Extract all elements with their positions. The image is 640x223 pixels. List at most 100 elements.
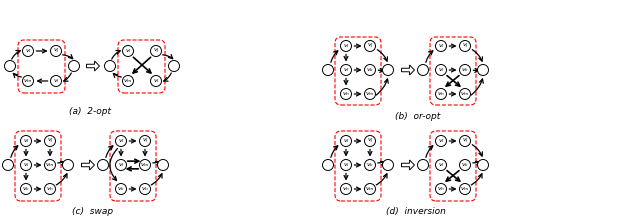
Text: $v_m$: $v_m$ [460, 90, 470, 98]
Text: $v_l$: $v_l$ [152, 77, 159, 85]
Circle shape [97, 159, 109, 171]
Text: (c)  swap: (c) swap [72, 207, 113, 216]
Text: $v_m$: $v_m$ [140, 161, 150, 169]
Text: $v_l$: $v_l$ [438, 161, 444, 169]
Text: $v_m$: $v_m$ [23, 77, 33, 85]
FancyArrow shape [81, 160, 95, 170]
Circle shape [340, 89, 351, 99]
Text: $v_m$: $v_m$ [460, 185, 470, 193]
Circle shape [63, 159, 74, 171]
Circle shape [365, 41, 376, 52]
Circle shape [45, 136, 56, 147]
Text: $v_j$: $v_j$ [367, 136, 374, 146]
Circle shape [460, 159, 470, 171]
Text: $v_n$: $v_n$ [437, 185, 445, 193]
Circle shape [4, 60, 15, 72]
Circle shape [435, 184, 447, 194]
Text: $v_i$: $v_i$ [342, 42, 349, 50]
Text: $v_m$: $v_m$ [365, 90, 375, 98]
Circle shape [104, 60, 115, 72]
Text: $v_m$: $v_m$ [123, 77, 133, 85]
Text: $v_n$: $v_n$ [342, 185, 350, 193]
Text: $v_l$: $v_l$ [22, 161, 29, 169]
Circle shape [150, 76, 161, 87]
Circle shape [20, 159, 31, 171]
Circle shape [460, 41, 470, 52]
Text: (d)  inversion: (d) inversion [386, 207, 446, 216]
Circle shape [115, 184, 127, 194]
Circle shape [340, 136, 351, 147]
Circle shape [51, 45, 61, 56]
Circle shape [340, 64, 351, 76]
Text: $v_i$: $v_i$ [438, 42, 444, 50]
Text: $v_k$: $v_k$ [461, 161, 469, 169]
Circle shape [323, 64, 333, 76]
Circle shape [157, 159, 168, 171]
Circle shape [323, 159, 333, 171]
Text: (b)  or-opt: (b) or-opt [396, 112, 440, 121]
Circle shape [340, 159, 351, 171]
Text: $v_j$: $v_j$ [52, 46, 60, 56]
Circle shape [365, 89, 376, 99]
FancyArrow shape [86, 61, 99, 71]
Text: $v_n$: $v_n$ [141, 185, 149, 193]
Text: $v_j$: $v_j$ [461, 41, 468, 51]
Circle shape [340, 184, 351, 194]
Text: (a)  2-opt: (a) 2-opt [69, 107, 111, 116]
Circle shape [365, 136, 376, 147]
Text: $v_i$: $v_i$ [342, 137, 349, 145]
Text: $v_n$: $v_n$ [46, 185, 54, 193]
Text: $v_i$: $v_i$ [438, 137, 444, 145]
Circle shape [115, 136, 127, 147]
Text: $v_n$: $v_n$ [342, 90, 350, 98]
Text: $v_l$: $v_l$ [342, 66, 349, 74]
Circle shape [140, 184, 150, 194]
Circle shape [460, 136, 470, 147]
Circle shape [417, 64, 429, 76]
Circle shape [435, 159, 447, 171]
Text: $v_l$: $v_l$ [52, 77, 60, 85]
Circle shape [140, 136, 150, 147]
Circle shape [383, 159, 394, 171]
Circle shape [122, 45, 134, 56]
Circle shape [340, 41, 351, 52]
Text: $v_l$: $v_l$ [118, 161, 124, 169]
Text: $v_m$: $v_m$ [45, 161, 55, 169]
Text: $v_j$: $v_j$ [367, 41, 374, 51]
Circle shape [51, 76, 61, 87]
Circle shape [22, 45, 33, 56]
Text: $v_k$: $v_k$ [117, 185, 125, 193]
Circle shape [435, 41, 447, 52]
Circle shape [22, 76, 33, 87]
FancyArrow shape [401, 160, 415, 170]
Text: $v_i$: $v_i$ [24, 47, 31, 55]
Circle shape [150, 45, 161, 56]
Text: $v_j$: $v_j$ [461, 136, 468, 146]
Circle shape [435, 64, 447, 76]
Circle shape [435, 136, 447, 147]
Circle shape [365, 159, 376, 171]
Text: $v_j$: $v_j$ [152, 46, 159, 56]
Text: $v_l$: $v_l$ [438, 66, 444, 74]
Circle shape [45, 184, 56, 194]
Circle shape [460, 184, 470, 194]
Text: $v_i$: $v_i$ [118, 137, 124, 145]
Circle shape [3, 159, 13, 171]
Text: $v_l$: $v_l$ [342, 161, 349, 169]
Circle shape [383, 64, 394, 76]
Text: $v_i$: $v_i$ [125, 47, 131, 55]
Text: $v_m$: $v_m$ [365, 185, 375, 193]
Text: $v_i$: $v_i$ [22, 137, 29, 145]
Circle shape [365, 184, 376, 194]
Circle shape [460, 89, 470, 99]
Circle shape [20, 136, 31, 147]
Circle shape [140, 159, 150, 171]
Circle shape [20, 184, 31, 194]
FancyArrow shape [401, 65, 415, 75]
Circle shape [45, 159, 56, 171]
Circle shape [115, 159, 127, 171]
Circle shape [477, 64, 488, 76]
Circle shape [460, 64, 470, 76]
Circle shape [417, 159, 429, 171]
Circle shape [68, 60, 79, 72]
